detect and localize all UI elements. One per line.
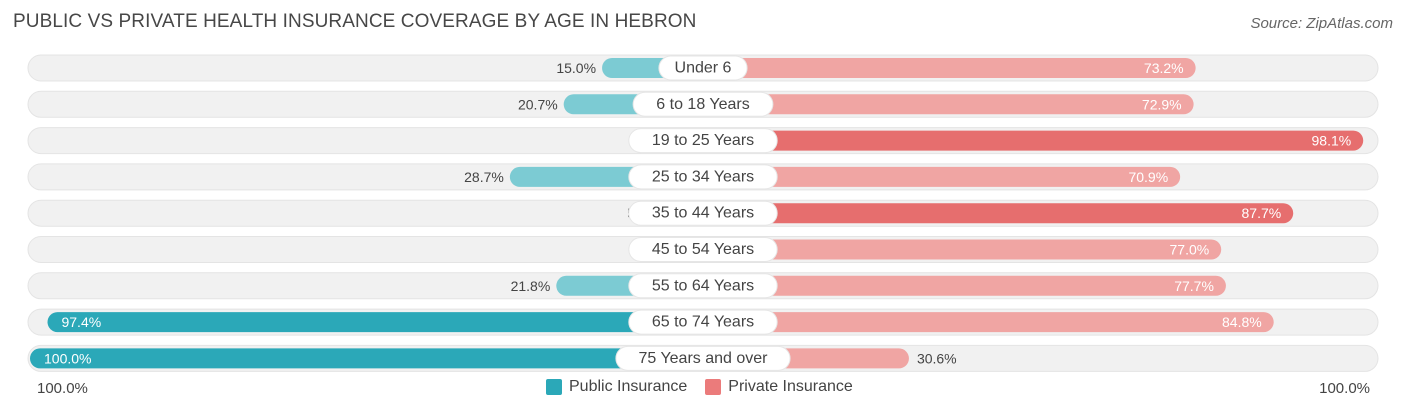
private-value-label: 87.7% — [1242, 205, 1282, 221]
legend-item-private[interactable]: Private Insurance — [705, 378, 853, 396]
category-pill — [632, 91, 774, 117]
public-value-label: 100.0% — [44, 350, 91, 366]
category-pill — [628, 200, 778, 226]
legend-private-label: Private Insurance — [728, 378, 853, 395]
legend-item-public[interactable]: Public Insurance — [546, 378, 687, 396]
legend: Public Insurance Private Insurance — [546, 378, 871, 396]
legend-public-label: Public Insurance — [569, 378, 688, 395]
category-label: 25 to 34 Years — [652, 168, 754, 185]
category-pill — [615, 345, 791, 371]
private-value-label: 70.9% — [1128, 169, 1168, 185]
private-bar — [703, 312, 1274, 333]
category-label: Under 6 — [675, 60, 732, 77]
category-label: 75 Years and over — [639, 350, 769, 367]
public-value-label: 28.7% — [464, 169, 504, 185]
private-value-label: 84.8% — [1222, 314, 1262, 330]
category-label: 19 to 25 Years — [652, 132, 754, 149]
category-label: 6 to 18 Years — [656, 96, 749, 113]
private-bar — [703, 58, 1196, 78]
private-value-label: 30.6% — [917, 350, 957, 366]
public-value-label: 97.4% — [61, 314, 101, 330]
category-pill — [628, 128, 778, 154]
private-bar — [703, 130, 1364, 151]
axis-left-label: 100.0% — [37, 380, 88, 397]
private-bar — [703, 94, 1194, 115]
private-bar — [703, 275, 1226, 296]
source-label: Source: ZipAtlas.com — [1250, 15, 1393, 32]
public-value-label: 15.0% — [556, 60, 596, 76]
public-value-label: 20.7% — [518, 96, 558, 112]
private-value-label: 77.0% — [1170, 242, 1210, 258]
private-value-label: 73.2% — [1144, 60, 1184, 76]
category-label: 55 to 64 Years — [652, 277, 754, 294]
category-label: 65 to 74 Years — [652, 314, 754, 331]
private-value-label: 77.7% — [1174, 278, 1214, 294]
category-label: 35 to 44 Years — [652, 205, 754, 222]
private-bar — [703, 239, 1222, 260]
private-swatch — [705, 379, 722, 395]
category-pill — [628, 273, 778, 299]
chart-title: PUBLIC VS PRIVATE HEALTH INSURANCE COVER… — [13, 11, 697, 32]
private-bar — [703, 166, 1181, 187]
public-bar — [47, 312, 704, 333]
private-value-label: 72.9% — [1142, 96, 1182, 112]
private-value-label: 98.1% — [1312, 133, 1352, 149]
category-pill — [628, 237, 778, 262]
category-label: 45 to 54 Years — [652, 241, 754, 258]
category-pill — [628, 309, 778, 335]
public-bar — [30, 348, 703, 369]
private-bar — [703, 203, 1294, 224]
public-value-label: 21.8% — [511, 278, 551, 294]
category-pill — [628, 164, 778, 190]
public-swatch — [546, 379, 562, 395]
category-pill — [658, 55, 748, 81]
axis-right-label: 100.0% — [1319, 380, 1370, 397]
